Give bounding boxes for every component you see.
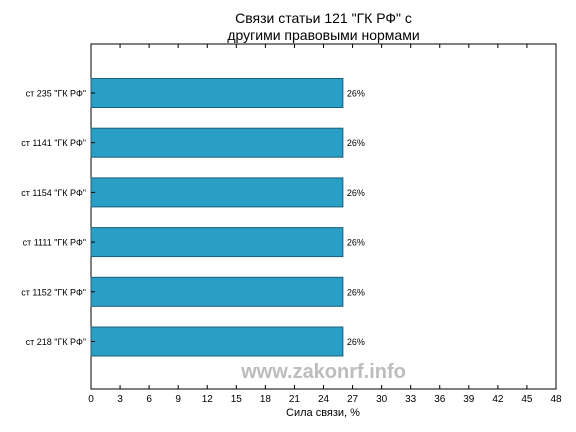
y-tick-label: ст 1111 "ГК РФ" — [23, 238, 86, 248]
y-tick-label: ст 1154 "ГК РФ" — [21, 188, 86, 198]
bar-value-label: 26% — [347, 89, 365, 99]
bar-value-label: 26% — [347, 337, 365, 347]
x-tick-label: 18 — [260, 394, 272, 405]
bar — [90, 326, 344, 357]
bar — [90, 78, 344, 108]
y-tick-label: ст 1141 "ГК РФ" — [21, 138, 86, 148]
y-tick-label: ст 235 "ГК РФ" — [26, 89, 86, 99]
x-tick-label: 33 — [405, 394, 417, 405]
chart-title-line-2: другими правовыми нормами — [227, 27, 420, 43]
x-tick-label: 39 — [463, 394, 475, 405]
x-tick-label: 9 — [175, 394, 181, 405]
x-tick-label: 36 — [434, 394, 446, 405]
x-tick-label: 3 — [117, 394, 123, 405]
x-ticks-layer: 0 3 6 9 12 15 18 21 24 27 30 33 36 39 42 45 48 — [88, 44, 562, 405]
bar — [90, 227, 344, 258]
x-tick-label: 6 — [146, 394, 152, 405]
bar-value-label: 26% — [347, 138, 365, 148]
x-tick-label: 0 — [88, 394, 94, 405]
x-tick-label: 24 — [318, 394, 330, 405]
x-tick-label: 21 — [289, 394, 301, 405]
bar — [90, 177, 344, 208]
watermark-text: www.zakonrf.info — [241, 361, 406, 383]
y-tick-label: ст 218 "ГК РФ" — [26, 337, 86, 347]
x-axis-label: Сила связи, % — [286, 407, 360, 419]
bar — [90, 127, 344, 158]
y-tick-label: ст 1152 "ГК РФ" — [21, 287, 86, 297]
bar-value-label: 26% — [347, 238, 365, 248]
x-tick-label: 15 — [231, 394, 243, 405]
x-tick-label: 45 — [521, 394, 533, 405]
x-tick-label: 42 — [492, 394, 504, 405]
x-tick-label: 48 — [550, 394, 562, 405]
bars-layer: ст 235 "ГК РФ" 26% ст 1141 "ГК РФ" 26% ст 11… — [21, 78, 365, 357]
bar — [90, 276, 344, 307]
bar-value-label: 26% — [347, 188, 365, 198]
bar-value-label: 26% — [347, 287, 365, 297]
x-tick-label: 30 — [376, 394, 388, 405]
x-tick-label: 27 — [347, 394, 359, 405]
x-tick-label: 12 — [202, 394, 214, 405]
chart-title-line-1: Связи статьи 121 "ГК РФ" с — [235, 10, 412, 26]
